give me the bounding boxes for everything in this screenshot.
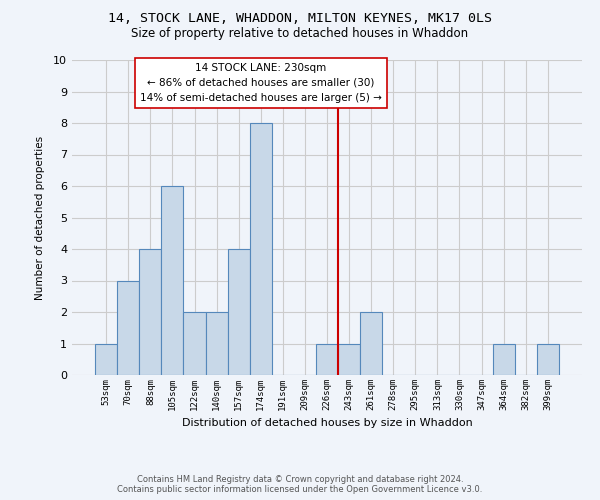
Bar [206, 312, 227, 375]
Bar [250, 123, 272, 375]
Bar [493, 344, 515, 375]
Bar [117, 280, 139, 375]
Bar [338, 344, 360, 375]
Text: Contains HM Land Registry data © Crown copyright and database right 2024.
Contai: Contains HM Land Registry data © Crown c… [118, 474, 482, 494]
Bar [316, 344, 338, 375]
X-axis label: Distribution of detached houses by size in Whaddon: Distribution of detached houses by size … [182, 418, 472, 428]
Bar [537, 344, 559, 375]
Text: Size of property relative to detached houses in Whaddon: Size of property relative to detached ho… [131, 28, 469, 40]
Bar [95, 344, 117, 375]
Bar [184, 312, 206, 375]
Bar [161, 186, 184, 375]
Bar [227, 249, 250, 375]
Y-axis label: Number of detached properties: Number of detached properties [35, 136, 45, 300]
Bar [139, 249, 161, 375]
Text: 14 STOCK LANE: 230sqm
← 86% of detached houses are smaller (30)
14% of semi-deta: 14 STOCK LANE: 230sqm ← 86% of detached … [140, 63, 382, 103]
Bar [360, 312, 382, 375]
Text: 14, STOCK LANE, WHADDON, MILTON KEYNES, MK17 0LS: 14, STOCK LANE, WHADDON, MILTON KEYNES, … [108, 12, 492, 26]
